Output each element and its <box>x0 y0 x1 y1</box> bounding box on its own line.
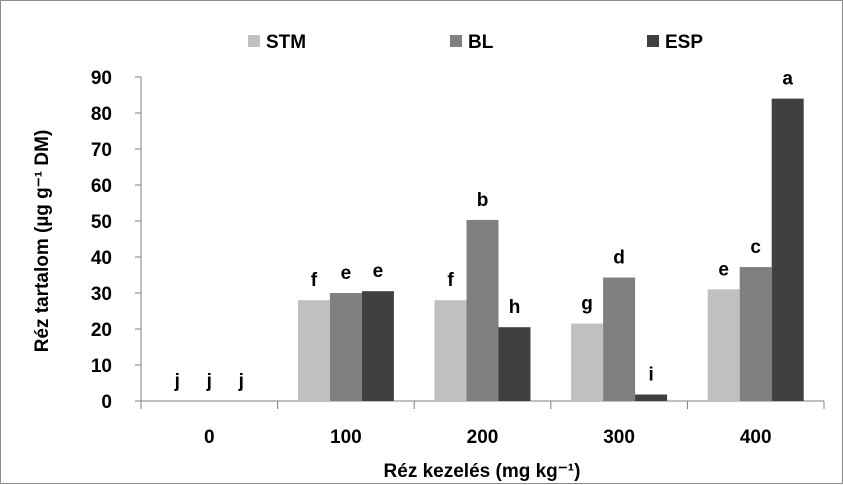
data-label: c <box>750 237 761 258</box>
bar-bl <box>603 277 636 401</box>
bar-stm <box>434 300 467 401</box>
bar-esp <box>635 394 668 401</box>
data-label: i <box>648 365 653 386</box>
x-axis-title: Réz kezelés (mg kg⁻¹) <box>384 461 581 482</box>
bar-bl <box>739 267 772 401</box>
data-label: h <box>509 297 521 318</box>
legend-label-esp: ESP <box>665 32 703 53</box>
y-tick-label: 40 <box>91 248 112 269</box>
x-axis: 0 100 200 300 400 <box>140 400 825 448</box>
x-tick-label: 200 <box>467 427 499 448</box>
bar-esp <box>361 291 394 401</box>
legend-swatch-stm <box>248 35 260 47</box>
bar-stm <box>571 323 604 401</box>
x-tick-label: 400 <box>740 427 772 448</box>
bar-bl <box>329 293 362 401</box>
bar-bl <box>466 219 499 401</box>
x-tick-label: 0 <box>204 427 215 448</box>
data-label: j <box>238 371 244 392</box>
bar-esp <box>771 98 804 401</box>
data-label: f <box>311 270 318 291</box>
data-label: j <box>174 371 180 392</box>
y-tick-label: 80 <box>91 104 112 125</box>
y-tick-label: 20 <box>91 320 112 341</box>
y-axis: 0 10 20 30 40 50 60 70 80 90 <box>91 68 142 413</box>
legend-swatch-esp <box>647 35 659 47</box>
data-label: f <box>447 270 454 291</box>
legend: STM BL ESP <box>248 32 703 53</box>
legend-swatch-bl <box>450 35 462 47</box>
data-label: e <box>341 263 352 284</box>
data-label: g <box>581 294 593 315</box>
y-axis-title: Réz tartalom (µg g⁻¹ DM) <box>32 130 53 353</box>
data-label: b <box>477 190 489 211</box>
data-label: j <box>206 371 212 392</box>
y-tick-label: 30 <box>91 284 112 305</box>
y-tick-label: 50 <box>91 212 112 233</box>
x-tick-label: 100 <box>330 427 362 448</box>
bar-stm <box>297 300 330 401</box>
bar-stm <box>707 289 740 401</box>
bar-esp <box>498 327 531 401</box>
y-tick-label: 60 <box>91 176 112 197</box>
data-label: e <box>718 259 729 280</box>
y-tick-label: 90 <box>91 68 112 89</box>
y-tick-label: 70 <box>91 140 112 161</box>
legend-label-stm: STM <box>266 32 306 53</box>
legend-label-bl: BL <box>468 32 494 53</box>
data-label: e <box>373 261 384 282</box>
x-tick-label: 300 <box>603 427 635 448</box>
bars <box>297 98 804 401</box>
y-tick-label: 10 <box>91 356 112 377</box>
data-label: d <box>613 248 625 269</box>
data-label: a <box>782 69 793 90</box>
y-tick-label: 0 <box>101 392 112 413</box>
